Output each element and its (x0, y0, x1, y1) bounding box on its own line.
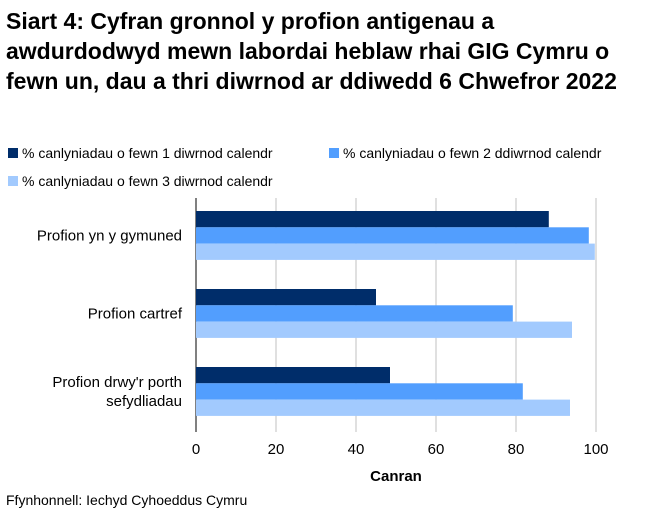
legend-swatch-icon (329, 148, 339, 158)
source-note: Ffynhonnell: Iechyd Cyhoeddus Cymru (6, 492, 248, 508)
legend-swatch-icon (8, 148, 18, 158)
x-axis-title: Canran (370, 468, 422, 485)
bar-2-1 (196, 227, 589, 244)
x-tick-label: 100 (583, 441, 608, 458)
legend-label: % canlyniadau o fewn 2 ddiwrnod calendr (343, 145, 602, 161)
legend-item-1-day: % canlyniadau o fewn 1 diwrnod calendr (8, 145, 273, 161)
bar-2-3 (196, 383, 523, 400)
bar-2-2 (196, 305, 513, 322)
legend-label: % canlyniadau o fewn 3 diwrnod calendr (22, 173, 273, 189)
category-label: Profion yn y gymuned (37, 227, 182, 244)
bar-1-1 (196, 211, 549, 228)
x-tick-label: 80 (508, 441, 525, 458)
chart-title: Siart 4: Cyfran gronnol y profion antige… (6, 8, 617, 94)
x-tick-label: 20 (268, 441, 285, 458)
category-label: Profion cartref (88, 305, 183, 322)
x-tick-label: 60 (428, 441, 445, 458)
x-tick-label: 40 (348, 441, 365, 458)
legend-item-3-days: % canlyniadau o fewn 3 diwrnod calendr (8, 173, 273, 189)
bar-3-2 (196, 321, 572, 338)
bar-1-3 (196, 367, 390, 384)
category-label: Profion drwy'r porth sefydliadau (52, 374, 182, 410)
bar-3-3 (196, 399, 570, 416)
x-tick-label: 0 (192, 441, 200, 458)
bar-1-2 (196, 289, 376, 306)
legend-swatch-icon (8, 176, 18, 186)
bar-3-1 (196, 243, 595, 260)
legend-item-2-days: % canlyniadau o fewn 2 ddiwrnod calendr (329, 145, 601, 161)
legend-label: % canlyniadau o fewn 1 diwrnod calendr (22, 145, 273, 161)
